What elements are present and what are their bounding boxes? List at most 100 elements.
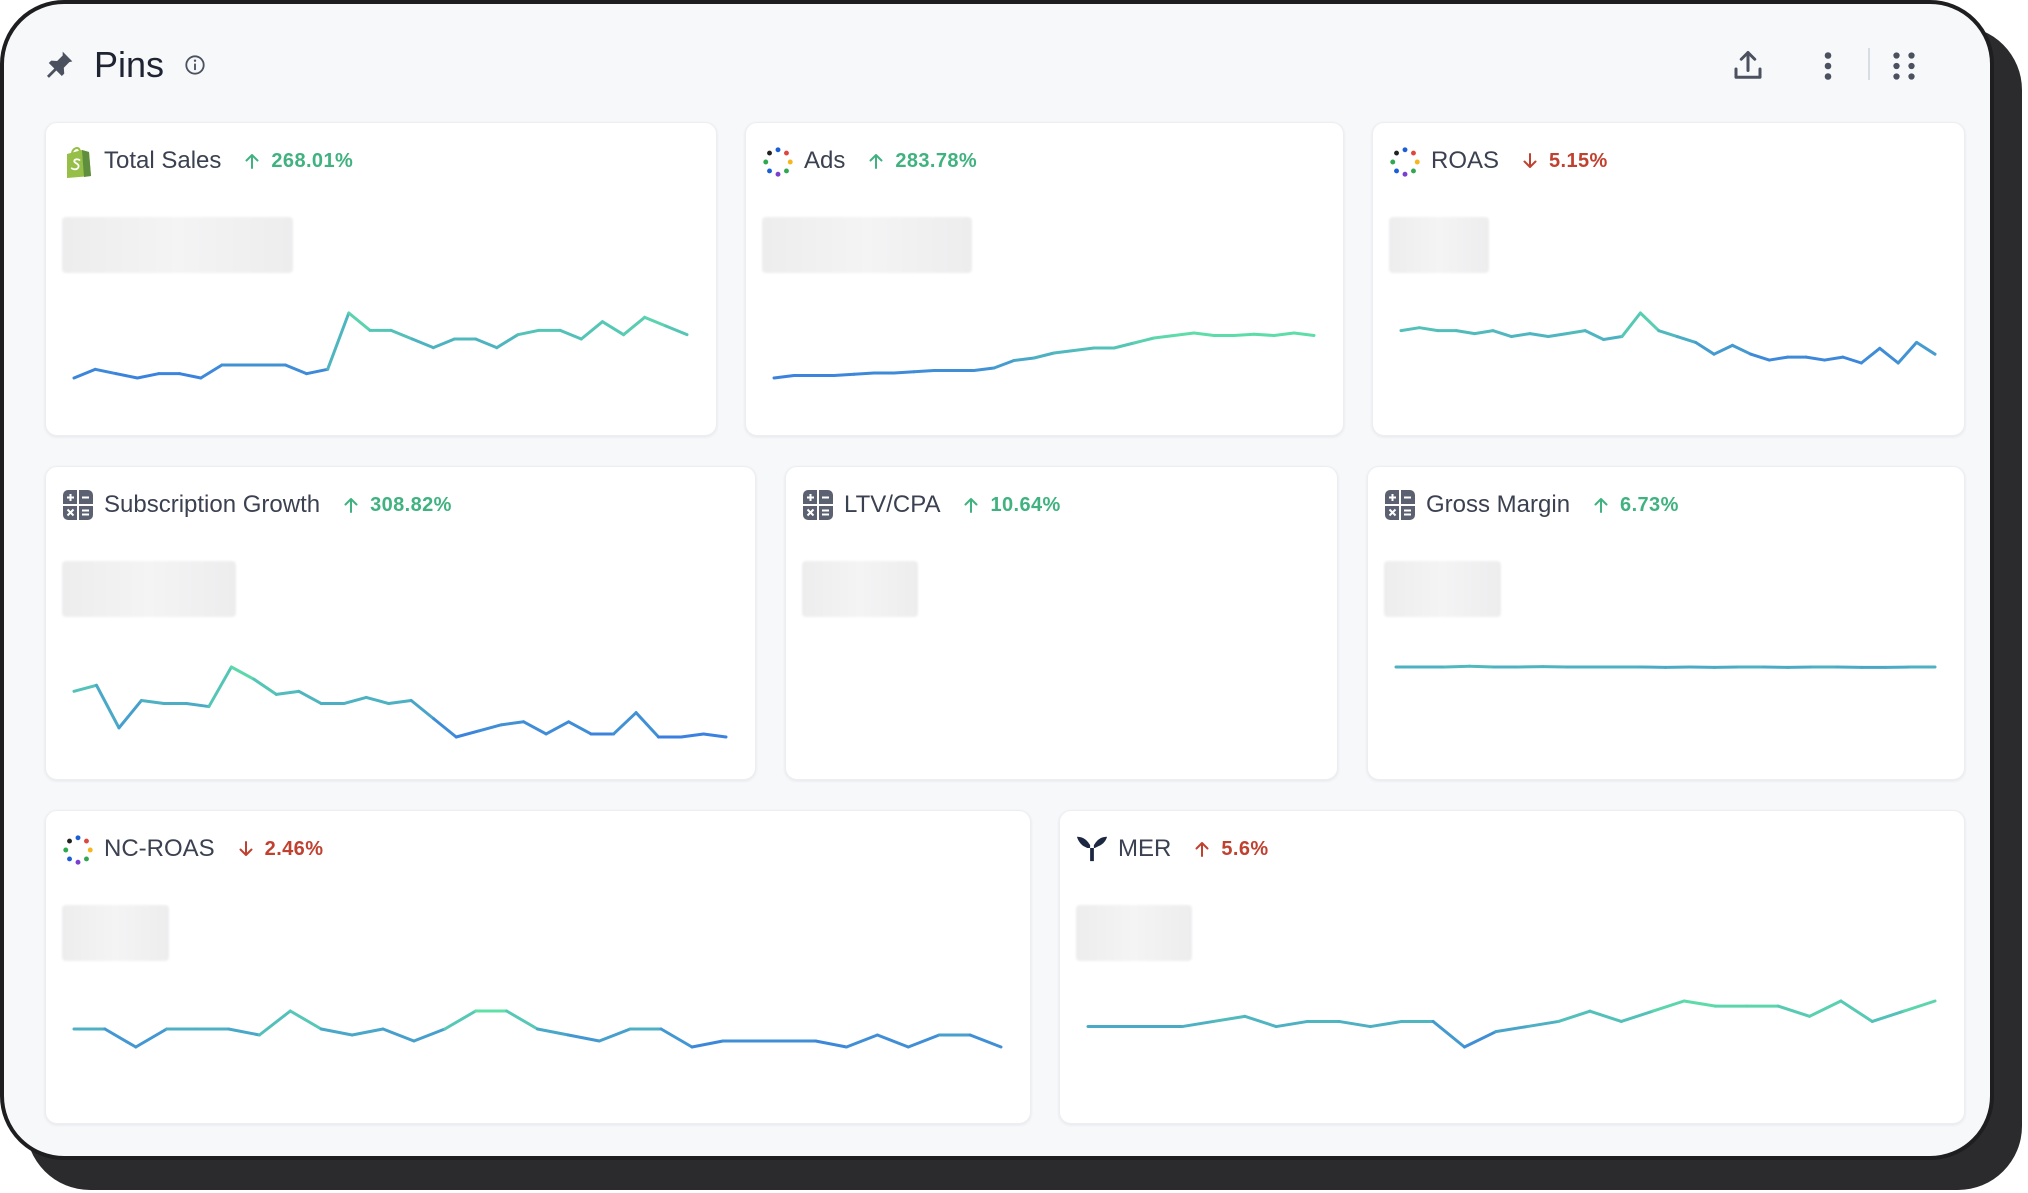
sparkline-segment xyxy=(305,367,330,376)
sparkline-segment xyxy=(1896,340,1919,365)
sparkline-segment xyxy=(1274,1019,1310,1029)
sparkline-segment xyxy=(1399,326,1421,333)
grid-dots-icon[interactable] xyxy=(1886,48,1922,84)
pin-card-subscription-growth[interactable]: Subscription Growth 308.82% xyxy=(45,466,756,780)
sparkline-segment xyxy=(342,695,368,706)
sparkline-segment xyxy=(1417,326,1440,333)
sparkline-segment xyxy=(409,698,436,721)
trend-value: 308.82% xyxy=(370,493,452,516)
header-actions xyxy=(1730,40,1990,90)
sparkline-segment xyxy=(1454,329,1477,336)
sparkline-segment xyxy=(1841,355,1863,365)
multi-dot-icon xyxy=(762,145,794,177)
pin-card-ltv-cpa[interactable]: LTV/CPA 10.64% xyxy=(785,466,1338,780)
sparkline-segment xyxy=(536,1027,570,1037)
sparkline-segment xyxy=(1638,311,1661,333)
sparkline-segment xyxy=(1443,664,1471,669)
sparkline-segment xyxy=(1602,335,1624,341)
sparkline-segment xyxy=(288,1009,323,1031)
sparkline-segment xyxy=(432,717,458,739)
sparkline-segment xyxy=(664,324,689,337)
sparkline-segment xyxy=(679,732,706,739)
sparkline-segment xyxy=(1337,1019,1372,1029)
calculator-icon xyxy=(802,489,834,521)
metric-value-blurred xyxy=(1076,905,1192,961)
sparkline-segment xyxy=(1494,1025,1529,1034)
sparkline-segment xyxy=(1152,334,1176,340)
sparkline-segment xyxy=(558,328,583,341)
sparkline-segment xyxy=(1878,346,1900,365)
sparkline xyxy=(1086,999,1937,1049)
sparkline-segment xyxy=(477,723,503,733)
sparkline-segment xyxy=(832,372,856,377)
sparkline-segment xyxy=(1839,999,1874,1023)
sparkline-segment xyxy=(1859,346,1882,365)
sparkline-segment xyxy=(892,370,916,375)
arrow-up-icon xyxy=(1195,842,1209,857)
multi-dot-icon xyxy=(1389,145,1421,177)
sparkline-segment xyxy=(852,371,876,376)
shopify-icon xyxy=(62,145,94,178)
card-title: NC-ROAS xyxy=(104,835,215,862)
sparkline-segment xyxy=(1211,1014,1247,1023)
sparkline-segment xyxy=(634,711,661,739)
pin-card-total-sales[interactable]: Total Sales 268.01% xyxy=(45,122,717,436)
trend-value: 283.78% xyxy=(895,149,978,172)
sparkline-segment xyxy=(410,337,435,350)
sparkline-segment xyxy=(1776,1004,1812,1018)
pin-card-roas[interactable]: ROAS 5.15% xyxy=(1372,122,1965,436)
sparkline-segment xyxy=(505,1009,539,1031)
sparkline xyxy=(772,331,1316,380)
sparkline-segment xyxy=(1657,329,1679,339)
trend-indicator: 2.46% xyxy=(237,838,324,861)
sparkline-segment xyxy=(199,363,224,380)
sparkline-segment xyxy=(1804,355,1827,362)
sparkline-segment xyxy=(1132,336,1156,345)
sparkline-segment xyxy=(1915,340,1937,356)
sparkline xyxy=(72,665,728,739)
sparkline-segment xyxy=(1052,349,1076,355)
sparkline-segment xyxy=(1619,1009,1655,1023)
sparkline-segment xyxy=(1368,1019,1404,1029)
trend-indicator: 6.73% xyxy=(1592,494,1679,517)
trend-value: 6.73% xyxy=(1620,493,1679,516)
card-title: Total Sales xyxy=(104,147,222,174)
pin-card-mer[interactable]: MER 5.6% xyxy=(1059,810,1965,1124)
sparkline-segment xyxy=(93,367,118,376)
sparkline xyxy=(1394,664,1937,669)
sparkline-segment xyxy=(319,1027,354,1037)
sparkline-segment xyxy=(347,311,372,332)
sparkline-segment xyxy=(1180,1019,1215,1029)
card-title: MER xyxy=(1118,835,1172,862)
sparkline-segment xyxy=(875,1033,910,1049)
sparkline-segment xyxy=(117,698,143,730)
more-vertical-icon[interactable] xyxy=(1810,48,1846,84)
pin-card-gross-margin[interactable]: Gross Margin 6.73% xyxy=(1367,466,1965,780)
sparkline-segment xyxy=(1749,352,1771,362)
sparkline-segment xyxy=(1694,340,1716,356)
sparkline-segment xyxy=(229,665,256,681)
sparkline-segment xyxy=(350,1027,385,1037)
sparkline xyxy=(72,1009,1003,1049)
sparkline-segment xyxy=(94,683,121,730)
sparkline-segment xyxy=(1546,332,1569,339)
pins-panel: Pins xyxy=(0,0,1994,1160)
trend-indicator: 268.01% xyxy=(243,150,353,173)
sparkline-segment xyxy=(1870,1009,1906,1023)
sparkline-segment xyxy=(1902,999,1937,1013)
sparkline-segment xyxy=(227,1027,261,1037)
sparkline-segment xyxy=(1651,999,1686,1013)
sparkline-segment xyxy=(1192,331,1216,337)
sparkline-segment xyxy=(1583,329,1606,341)
pin-card-nc-roas[interactable]: NC-ROAS 2.46% xyxy=(45,810,1031,1124)
info-icon[interactable] xyxy=(184,54,206,76)
sparkline-segment xyxy=(772,374,796,380)
sparkline-segment xyxy=(184,702,211,709)
sparkline-segment xyxy=(567,720,593,736)
export-icon[interactable] xyxy=(1730,48,1766,84)
sparkline-segment xyxy=(178,372,203,380)
sparkline-segment xyxy=(1112,341,1136,350)
sparkline-segment xyxy=(114,372,139,380)
pin-card-ads[interactable]: Ads 283.78% xyxy=(745,122,1344,436)
metric-value-blurred xyxy=(62,561,236,617)
